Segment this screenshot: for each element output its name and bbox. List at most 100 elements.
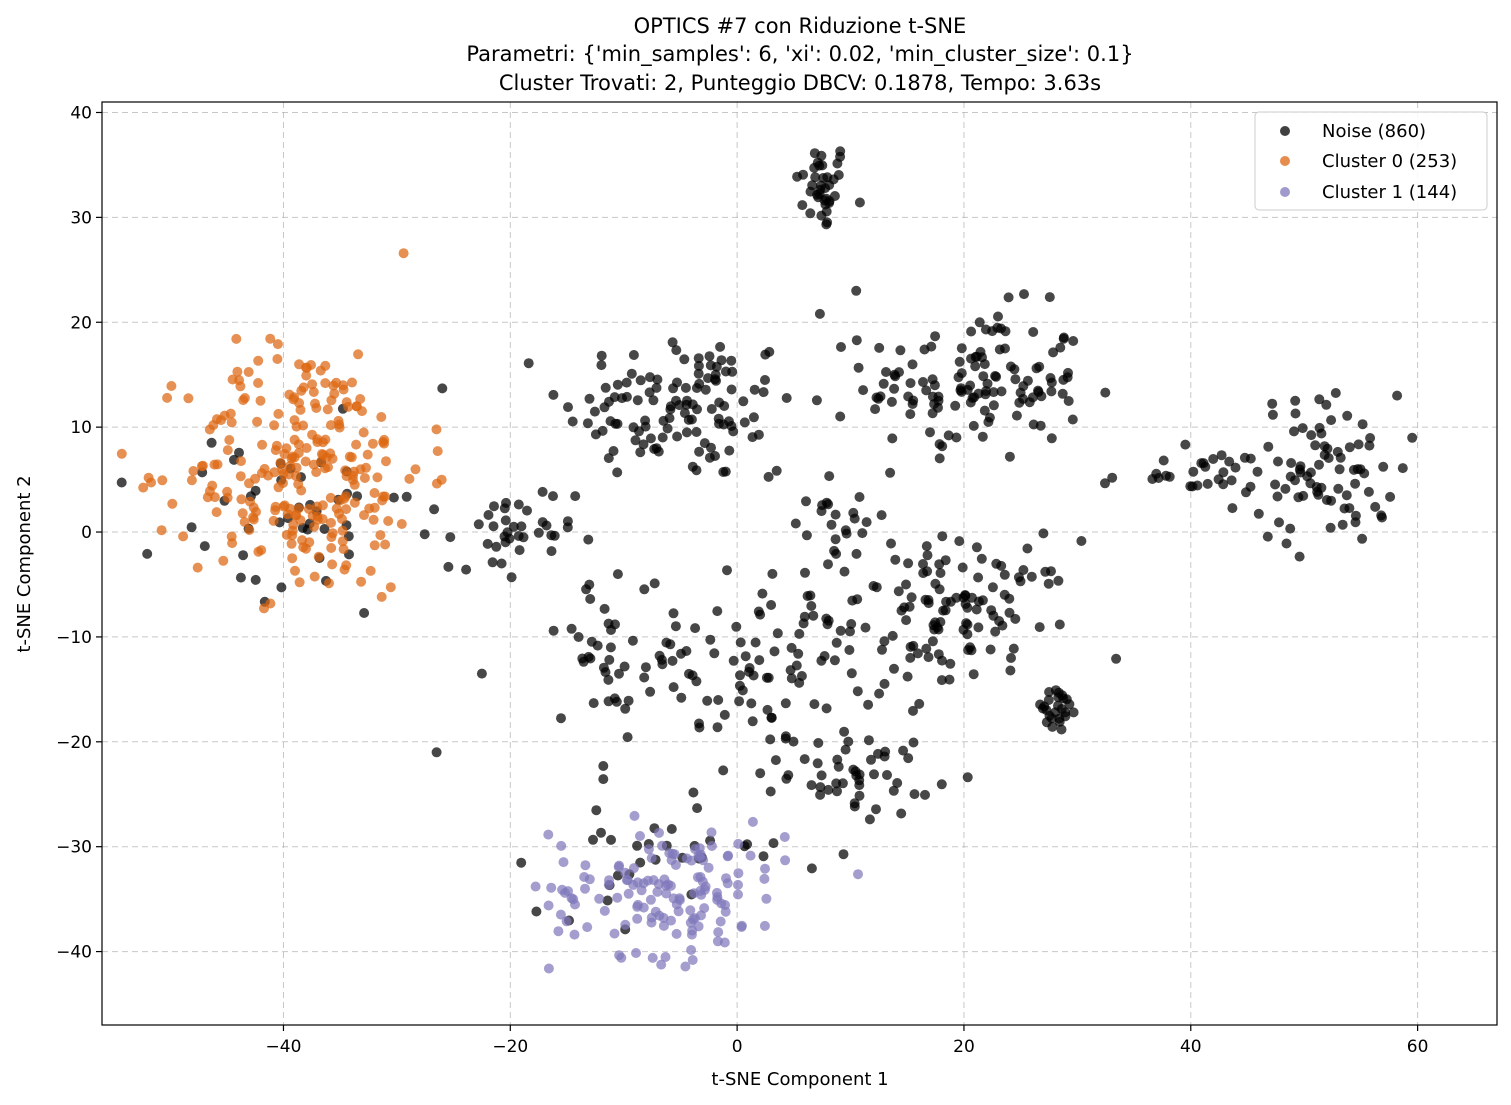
data-point bbox=[1370, 501, 1381, 512]
y-axis-label: t-SNE Component 2 bbox=[14, 475, 35, 652]
data-point bbox=[685, 917, 696, 928]
data-point bbox=[690, 844, 701, 855]
data-point bbox=[543, 829, 554, 840]
data-point bbox=[657, 432, 668, 443]
data-point bbox=[889, 663, 899, 674]
data-point bbox=[1022, 543, 1033, 554]
data-point bbox=[621, 391, 632, 402]
data-point bbox=[1252, 466, 1263, 477]
data-point bbox=[606, 834, 616, 845]
data-point bbox=[733, 889, 743, 900]
data-point bbox=[253, 546, 264, 557]
data-point bbox=[1034, 361, 1045, 372]
data-point bbox=[692, 872, 703, 883]
data-point bbox=[188, 466, 199, 476]
data-point bbox=[275, 457, 286, 468]
data-point bbox=[279, 449, 290, 459]
data-point bbox=[832, 158, 843, 169]
data-point bbox=[672, 377, 682, 388]
data-point bbox=[301, 543, 311, 554]
data-point bbox=[805, 186, 816, 197]
data-point bbox=[1285, 523, 1296, 534]
data-point bbox=[516, 857, 527, 868]
data-point bbox=[657, 840, 668, 851]
data-point bbox=[861, 517, 872, 528]
data-point bbox=[1330, 388, 1341, 398]
data-point bbox=[1188, 466, 1199, 477]
data-point bbox=[226, 417, 237, 428]
data-point bbox=[369, 502, 380, 513]
data-point bbox=[887, 630, 898, 641]
data-point bbox=[584, 393, 595, 404]
data-point bbox=[476, 668, 487, 679]
data-point bbox=[920, 594, 931, 605]
data-point bbox=[273, 408, 284, 419]
data-point bbox=[541, 520, 552, 531]
data-point bbox=[372, 472, 383, 483]
data-point bbox=[558, 857, 569, 868]
data-point bbox=[143, 472, 154, 483]
data-point bbox=[983, 417, 994, 427]
data-point bbox=[720, 906, 731, 917]
data-point bbox=[1100, 387, 1111, 398]
data-point bbox=[301, 443, 312, 453]
data-point bbox=[852, 686, 863, 697]
data-point bbox=[298, 382, 309, 393]
data-point bbox=[570, 491, 581, 502]
data-point bbox=[823, 615, 834, 626]
data-point bbox=[533, 527, 544, 538]
data-point bbox=[671, 899, 682, 910]
data-point bbox=[1333, 483, 1344, 494]
data-point bbox=[651, 443, 662, 454]
data-point bbox=[379, 434, 390, 445]
data-point bbox=[679, 408, 690, 419]
data-point bbox=[1311, 482, 1322, 492]
data-point bbox=[404, 473, 415, 484]
data-point bbox=[693, 921, 704, 932]
data-point bbox=[581, 584, 592, 595]
data-point bbox=[296, 485, 307, 496]
data-point bbox=[620, 919, 631, 930]
data-point bbox=[1290, 408, 1301, 419]
data-point bbox=[1262, 531, 1273, 542]
data-point bbox=[794, 677, 805, 688]
data-point bbox=[819, 651, 830, 661]
data-point bbox=[1107, 472, 1118, 483]
data-point bbox=[1342, 410, 1353, 421]
data-point bbox=[791, 660, 802, 671]
data-point bbox=[805, 590, 816, 601]
data-point bbox=[1272, 491, 1283, 502]
data-point bbox=[307, 379, 318, 390]
data-point bbox=[138, 482, 149, 493]
data-point bbox=[265, 333, 276, 344]
data-point bbox=[192, 562, 203, 573]
data-point bbox=[971, 604, 982, 615]
data-point bbox=[483, 510, 494, 520]
data-point bbox=[713, 695, 724, 705]
data-point bbox=[716, 355, 727, 366]
data-point bbox=[829, 655, 840, 666]
data-point bbox=[1033, 385, 1043, 396]
data-point bbox=[487, 557, 498, 568]
data-point bbox=[568, 894, 579, 905]
data-points bbox=[116, 146, 1418, 974]
data-point bbox=[647, 952, 658, 963]
data-point bbox=[715, 916, 726, 927]
data-point bbox=[614, 668, 624, 679]
data-point bbox=[244, 525, 255, 535]
data-point bbox=[1028, 327, 1039, 337]
data-point bbox=[199, 541, 210, 552]
data-point bbox=[316, 456, 327, 467]
data-point bbox=[410, 464, 421, 475]
data-point bbox=[765, 734, 776, 745]
data-point bbox=[327, 559, 338, 570]
data-point bbox=[851, 285, 862, 296]
data-point bbox=[1196, 458, 1207, 469]
data-point bbox=[755, 609, 766, 620]
data-point bbox=[728, 655, 739, 666]
data-point bbox=[779, 832, 790, 842]
data-point bbox=[688, 787, 699, 798]
data-point bbox=[831, 637, 842, 648]
data-point bbox=[905, 378, 916, 389]
data-point bbox=[772, 628, 783, 639]
